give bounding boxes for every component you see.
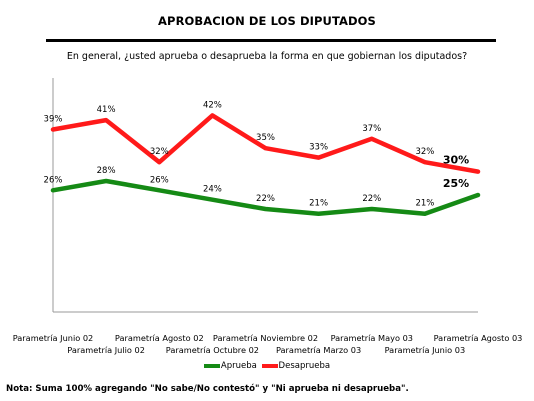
x-tick-label: Parametría Noviembre 02: [213, 333, 318, 343]
data-label-desaprueba: 39%: [44, 115, 63, 125]
data-label-desaprueba: 32%: [415, 147, 434, 157]
data-label-desaprueba: 41%: [97, 105, 116, 115]
data-label-aprueba: 25%: [443, 177, 469, 190]
data-label-aprueba: 24%: [203, 185, 222, 195]
data-label-aprueba: 21%: [309, 199, 328, 209]
survey-question: En general, ¿usted aprueba o desaprueba …: [66, 51, 468, 62]
x-tick-label: Parametría Marzo 03: [276, 345, 361, 355]
data-label-desaprueba: 42%: [203, 100, 222, 110]
title-rule: [46, 39, 496, 42]
chart-legend: Aprueba Desaprueba: [0, 361, 534, 371]
legend-label-aprueba: Aprueba: [220, 361, 257, 371]
footnote: Nota: Suma 100% agregando "No sabe/No co…: [6, 384, 409, 394]
x-tick-label: Parametría Agosto 03: [434, 333, 523, 343]
data-label-aprueba: 28%: [97, 166, 116, 176]
series-line-aprueba: [50, 178, 481, 216]
data-label-desaprueba: 33%: [309, 143, 328, 153]
chart-title: APROBACION DE LOS DIPUTADOS: [158, 14, 376, 28]
data-label-desaprueba: 35%: [256, 133, 275, 143]
data-label-aprueba: 21%: [415, 199, 434, 209]
data-label-aprueba: 22%: [256, 194, 275, 204]
x-tick-label: Parametría Agosto 02: [115, 333, 204, 343]
x-tick-label: Parametría Mayo 03: [331, 333, 413, 343]
x-tick-label: Parametría Junio 02: [13, 333, 94, 343]
data-label-desaprueba: 37%: [362, 124, 381, 134]
data-label-aprueba: 26%: [44, 175, 63, 185]
data-label-aprueba: 26%: [150, 175, 169, 185]
legend-swatch-desaprueba: [261, 363, 278, 368]
data-label-desaprueba: 30%: [443, 154, 469, 167]
x-tick-label: Parametría Octubre 02: [166, 345, 259, 355]
legend-swatch-aprueba: [203, 363, 220, 368]
legend-item-desaprueba: Desaprueba: [261, 361, 331, 371]
data-label-aprueba: 22%: [362, 194, 381, 204]
legend-item-aprueba: Aprueba: [203, 361, 257, 371]
x-tick-label: Parametría Junio 03: [385, 345, 466, 355]
x-tick-label: Parametría Julio 02: [67, 345, 145, 355]
legend-label-desaprueba: Desaprueba: [278, 361, 331, 371]
series-line-desaprueba: [50, 113, 481, 174]
data-label-desaprueba: 32%: [150, 147, 169, 157]
